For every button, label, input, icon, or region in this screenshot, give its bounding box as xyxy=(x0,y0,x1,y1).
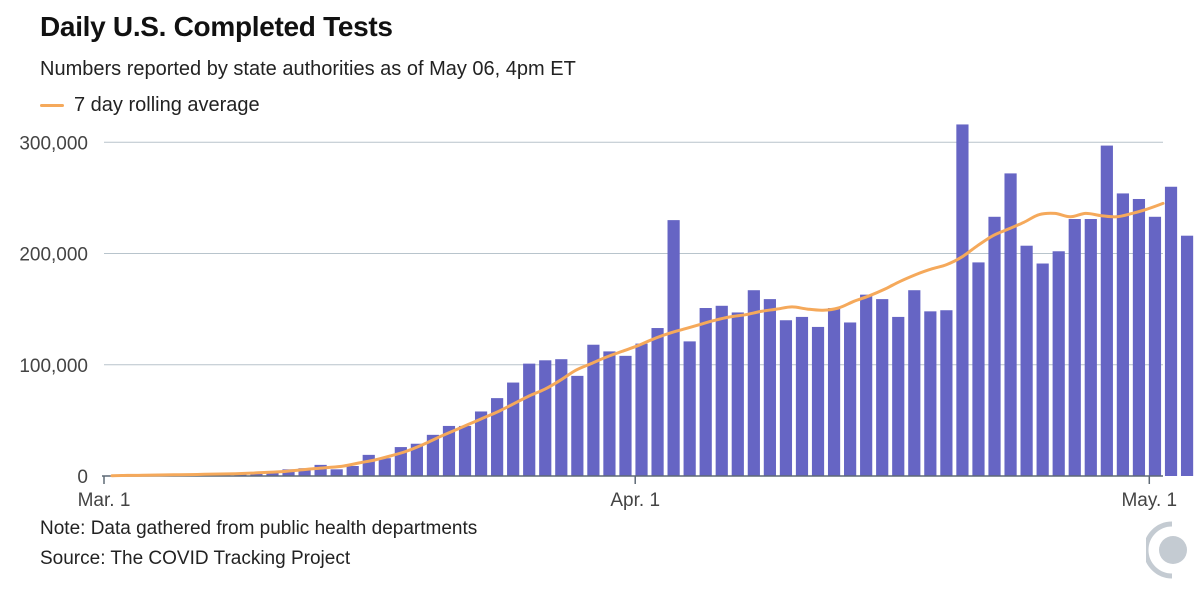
bar xyxy=(1020,245,1033,476)
bar xyxy=(844,322,857,476)
bar xyxy=(924,311,937,476)
bar xyxy=(378,458,391,476)
bar xyxy=(491,398,504,476)
bar xyxy=(587,344,600,476)
bar xyxy=(555,359,568,476)
bar xyxy=(1148,216,1162,476)
bar xyxy=(940,310,953,476)
bar xyxy=(1164,186,1178,476)
bar xyxy=(523,363,536,476)
legend-label: 7 day rolling average xyxy=(74,94,260,116)
bar xyxy=(571,375,584,476)
bar xyxy=(539,360,552,476)
bar xyxy=(908,290,921,476)
bar xyxy=(635,343,648,476)
bar xyxy=(811,326,825,476)
bar xyxy=(763,299,776,476)
rolling-average-line xyxy=(110,201,1165,478)
bar xyxy=(699,308,712,476)
x-tick-label: May. 1 xyxy=(1121,490,1177,511)
note-text: Note: Data gathered from public health d… xyxy=(40,518,478,539)
bar xyxy=(1100,145,1113,476)
bar xyxy=(474,411,488,476)
bar xyxy=(972,262,985,476)
bar xyxy=(651,328,664,476)
bar xyxy=(426,434,440,476)
bar xyxy=(1132,198,1146,477)
bar-series xyxy=(105,124,1194,477)
bar xyxy=(956,124,969,476)
y-tick-label: 300,000 xyxy=(19,133,88,154)
source-text: Source: The COVID Tracking Project xyxy=(40,548,351,569)
bar xyxy=(298,468,311,476)
bar xyxy=(779,320,793,476)
legend-line-swatch xyxy=(40,104,64,107)
bar xyxy=(827,308,841,476)
bar xyxy=(747,290,760,476)
x-tick-label: Apr. 1 xyxy=(610,490,660,511)
y-tick-label: 100,000 xyxy=(19,356,88,377)
bar xyxy=(619,355,632,476)
bar xyxy=(1116,193,1129,477)
bar xyxy=(458,425,472,476)
legend: 7 day rolling average xyxy=(40,94,260,117)
bar xyxy=(314,464,327,476)
bar xyxy=(442,425,456,476)
bar xyxy=(362,454,375,476)
gridlines xyxy=(104,141,1163,366)
bar xyxy=(1180,235,1194,476)
x-tick-label: Mar. 1 xyxy=(78,490,131,511)
bar xyxy=(731,312,744,476)
bar xyxy=(892,316,905,476)
bar xyxy=(1084,219,1097,476)
y-tick-label: 0 xyxy=(77,467,88,488)
bar xyxy=(683,341,696,476)
bar xyxy=(1036,263,1049,476)
bar xyxy=(715,305,728,476)
bar xyxy=(1052,251,1065,476)
covid-tracking-logo-icon xyxy=(1146,521,1187,579)
chart-subtitle: Numbers reported by state authorities as… xyxy=(40,58,576,80)
x-axis: Mar. 1 Apr. 1 May. 1 xyxy=(78,475,1177,511)
bar xyxy=(1068,219,1081,476)
bar xyxy=(667,220,680,476)
y-axis-ticks: 0 100,000 200,000 300,000 xyxy=(19,133,88,488)
bar xyxy=(410,443,423,476)
bar xyxy=(876,299,889,476)
bar xyxy=(346,465,359,476)
bar xyxy=(860,294,873,476)
average-series xyxy=(110,201,1165,478)
bar xyxy=(282,469,295,476)
y-tick-label: 200,000 xyxy=(19,245,88,266)
bar xyxy=(603,351,616,476)
bar xyxy=(1004,173,1017,476)
chart-title: Daily U.S. Completed Tests xyxy=(40,11,393,42)
bar xyxy=(330,469,343,476)
bar xyxy=(988,216,1001,476)
bar xyxy=(795,316,809,476)
bar xyxy=(507,382,520,476)
